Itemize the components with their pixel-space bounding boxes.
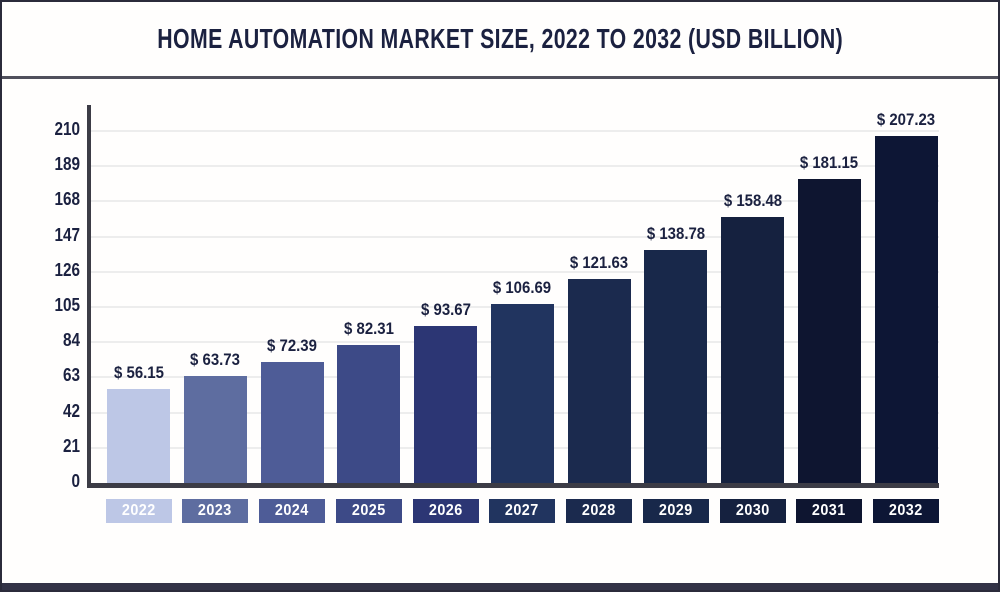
bar-2022 [107, 388, 170, 483]
bar-2030 [721, 217, 784, 483]
bar-value-label-2028: $ 121.63 [566, 252, 632, 274]
y-axis-tick-value: 105 [54, 295, 80, 315]
year-text: 2031 [812, 502, 847, 519]
year-text: 2032 [889, 502, 923, 519]
bar-value-label-2032: $ 207.23 [873, 109, 939, 131]
bar-2032 [874, 135, 938, 483]
y-axis-tick-value: 21 [62, 435, 80, 456]
x-axis-year-label-2024: 2024 [259, 499, 325, 523]
y-axis-line [87, 105, 91, 487]
y-axis-tick-label: 105 [26, 294, 80, 316]
bar-2029 [644, 250, 708, 483]
y-axis-tick-value: 0 [71, 471, 80, 491]
y-axis-tick-label: 42 [26, 400, 80, 422]
bar-2027 [490, 304, 554, 483]
bar-value-label-2026: $ 93.67 [417, 299, 474, 321]
year-text: 2030 [735, 502, 770, 519]
bar-value-text: $ 106.69 [493, 278, 552, 298]
x-axis-year-label-2026: 2026 [412, 499, 479, 523]
bar-value-text: $ 56.15 [113, 362, 164, 382]
bar-value-label-2030: $ 158.48 [719, 190, 785, 212]
bar-value-label-2027: $ 106.69 [489, 277, 555, 299]
year-text: 2023 [198, 502, 233, 519]
bar-value-text: $ 207.23 [876, 109, 936, 129]
x-axis-year-label-2027: 2027 [489, 499, 556, 523]
bar-2026 [414, 325, 477, 483]
bar-value-label-2023: $ 63.73 [187, 349, 244, 371]
y-axis-tick-label: 210 [26, 118, 80, 140]
year-text: 2025 [351, 502, 386, 519]
bar-2024 [260, 361, 324, 483]
y-axis-tick-value: 84 [62, 330, 80, 351]
x-axis-year-label-2032: 2032 [873, 499, 939, 523]
chart-plot-area: 0 21 42 63 84 105 126 147 168 189 210 $ 56.15 2022 $… [2, 79, 998, 583]
year-text: 2028 [582, 502, 616, 519]
x-axis-year-label-2030: 2030 [719, 499, 786, 523]
x-axis-year-label-2025: 2025 [335, 499, 402, 523]
bar-value-text: $ 181.15 [800, 153, 859, 173]
bar-value-text: $ 72.39 [267, 335, 317, 355]
x-axis-year-label-2029: 2029 [642, 499, 709, 523]
bar-2028 [567, 279, 631, 483]
bar-value-text: $ 93.67 [420, 299, 471, 319]
year-text: 2022 [121, 502, 156, 519]
year-text: 2024 [275, 502, 309, 519]
y-axis-tick-value: 42 [62, 400, 80, 421]
x-axis-baseline [87, 483, 939, 488]
gridline [91, 235, 939, 238]
chart-title: HOME AUTOMATION MARKET SIZE, 2022 TO 203… [157, 23, 843, 54]
bar-value-label-2024: $ 72.39 [264, 335, 321, 357]
bar-value-label-2022: $ 56.15 [110, 362, 167, 384]
y-axis-tick-label: 147 [26, 224, 80, 246]
y-axis-tick-value: 147 [54, 224, 80, 245]
x-axis-year-label-2031: 2031 [796, 499, 863, 523]
y-axis-tick-label: 168 [26, 188, 80, 210]
bar-2025 [337, 345, 401, 483]
year-text: 2029 [658, 502, 693, 519]
y-axis-tick-label: 126 [26, 259, 80, 281]
bar-value-label-2031: $ 181.15 [796, 152, 862, 174]
bar-value-label-2025: $ 82.31 [340, 318, 397, 340]
y-axis-tick-label: 0 [26, 470, 80, 492]
x-axis-year-label-2022: 2022 [105, 499, 172, 523]
y-axis-tick-value: 63 [62, 365, 80, 386]
gridline [91, 200, 939, 203]
bar-value-text: $ 121.63 [569, 253, 629, 273]
bar-2023 [183, 376, 247, 483]
bar-value-text: $ 138.78 [646, 224, 705, 244]
y-axis-tick-label: 63 [26, 364, 80, 386]
y-axis-tick-label: 84 [26, 329, 80, 351]
gridline [91, 270, 939, 273]
title-bar: HOME AUTOMATION MARKET SIZE, 2022 TO 203… [2, 2, 998, 79]
y-axis-tick-value: 189 [54, 154, 80, 175]
bar-value-text: $ 158.48 [723, 191, 782, 211]
x-axis-year-label-2028: 2028 [566, 499, 632, 523]
bar-value-label-2029: $ 138.78 [643, 223, 709, 245]
year-text: 2026 [428, 502, 463, 519]
gridline [91, 130, 939, 132]
bar-2031 [797, 179, 861, 483]
y-axis-tick-value: 168 [54, 189, 80, 210]
bar-value-text: $ 63.73 [190, 350, 241, 370]
bar-value-text: $ 82.31 [343, 319, 394, 339]
y-axis-tick-label: 21 [26, 435, 80, 457]
year-text: 2027 [505, 502, 540, 519]
gridline [91, 165, 939, 168]
y-axis-tick-label: 189 [26, 153, 80, 175]
y-axis-tick-value: 126 [54, 259, 80, 280]
y-axis-tick-value: 210 [54, 119, 80, 139]
x-axis-year-label-2023: 2023 [182, 499, 249, 523]
bottom-border-strip [2, 583, 998, 590]
